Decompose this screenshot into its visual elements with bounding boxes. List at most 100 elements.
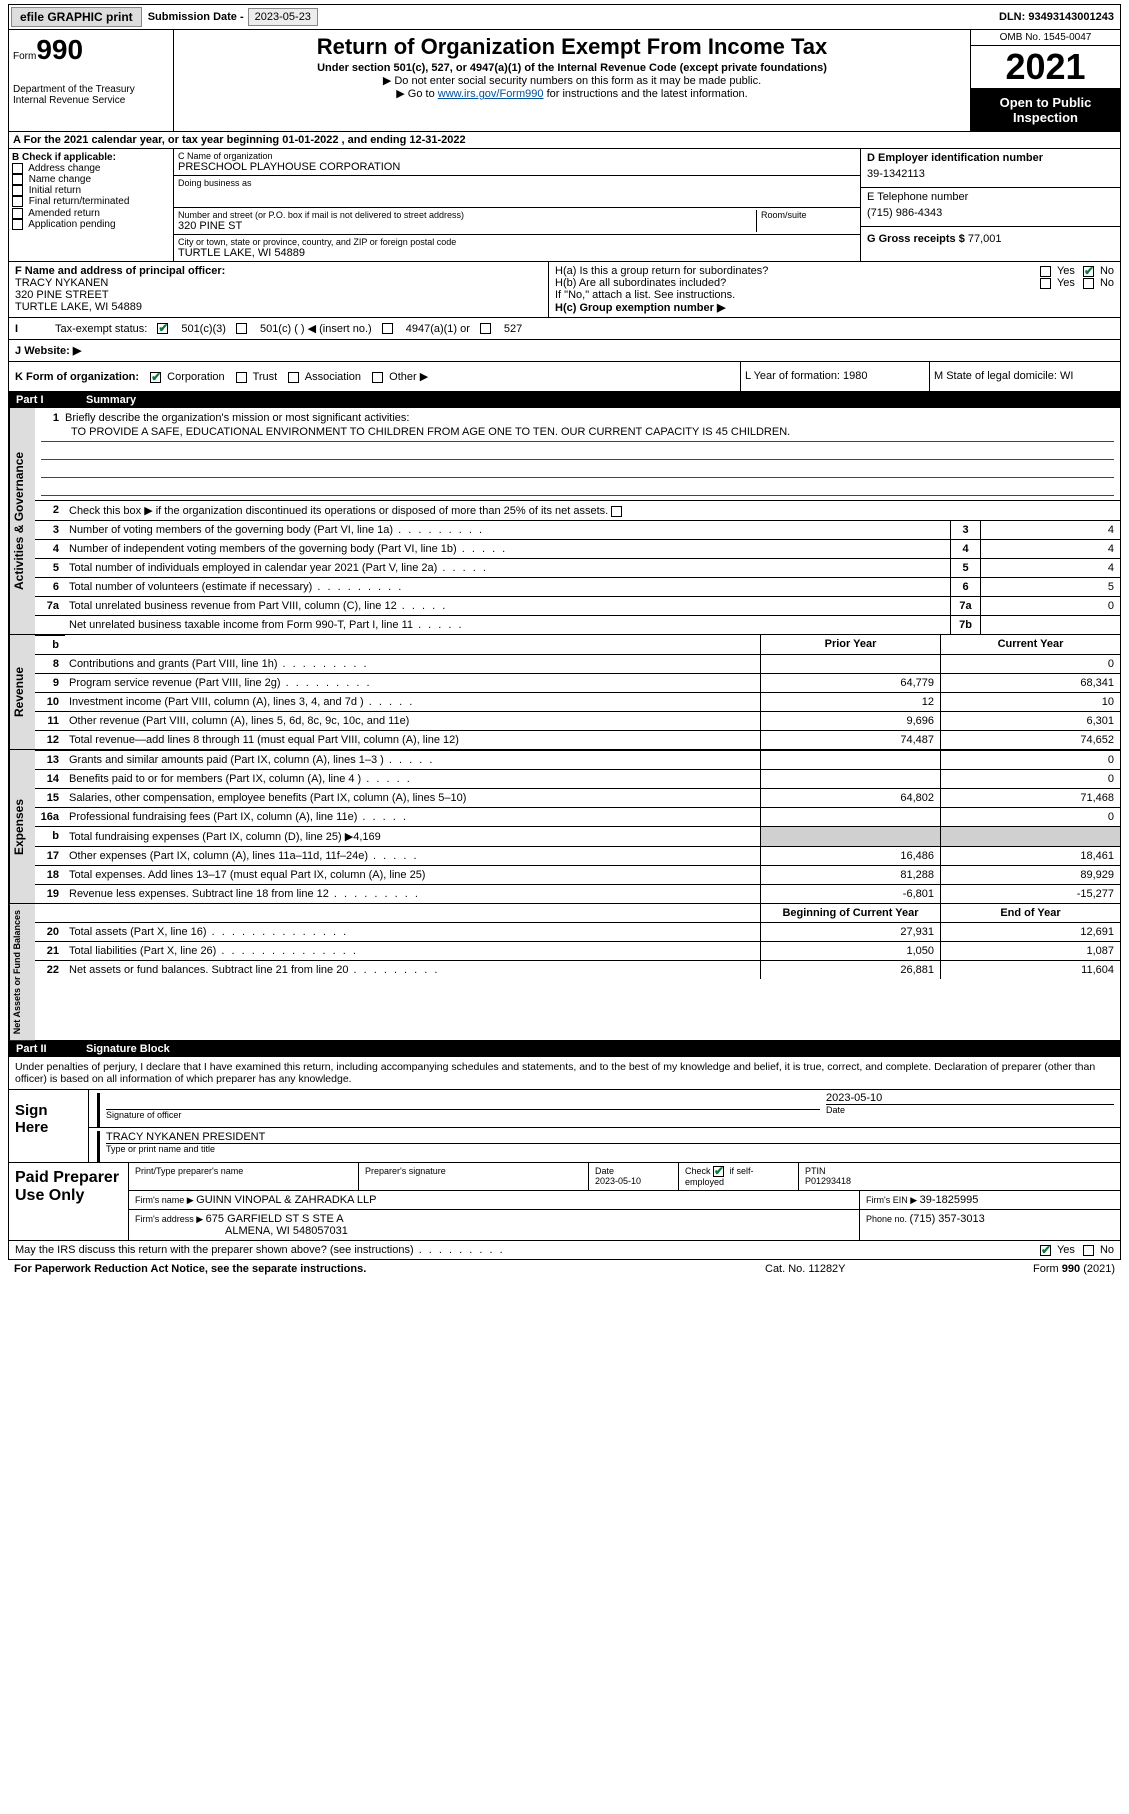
prior-year-value (760, 751, 940, 769)
row-a-taxyear: A For the 2021 calendar year, or tax yea… (8, 132, 1121, 149)
ha-no-checkbox[interactable] (1083, 266, 1094, 277)
vtab-revenue: Revenue (9, 635, 35, 749)
prior-year-value (760, 770, 940, 788)
form-subtitle: Under section 501(c), 527, or 4947(a)(1)… (182, 62, 962, 74)
527-checkbox[interactable] (480, 323, 491, 334)
officer-addr2: TURTLE LAKE, WI 54889 (15, 301, 542, 313)
hb-yes-checkbox[interactable] (1040, 278, 1051, 289)
org-street: 320 PINE ST (178, 220, 756, 232)
current-year-value: 18,461 (940, 847, 1120, 865)
other-checkbox[interactable] (372, 372, 383, 383)
officer-addr1: 320 PINE STREET (15, 289, 542, 301)
paid-preparer-label: Paid Preparer Use Only (9, 1163, 129, 1240)
open-inspection: Open to Public Inspection (971, 89, 1120, 131)
colb-checkbox[interactable] (12, 163, 23, 174)
form-prefix: Form (13, 51, 36, 62)
colb-checkbox[interactable] (12, 208, 23, 219)
ha-yes-checkbox[interactable] (1040, 266, 1051, 277)
discontinued-checkbox[interactable] (611, 506, 622, 517)
current-year-value: 10 (940, 693, 1120, 711)
assoc-checkbox[interactable] (288, 372, 299, 383)
officer-name: TRACY NYKANEN (15, 277, 542, 289)
prior-year-value: 27,931 (760, 923, 940, 941)
subdate-label: Submission Date - (144, 11, 248, 23)
prior-year-value: 12 (760, 693, 940, 711)
form-number: 990 (36, 34, 83, 65)
current-year-value: 0 (940, 751, 1120, 769)
colb-checkbox[interactable] (12, 174, 23, 185)
sign-date: 2023-05-10 (826, 1092, 1114, 1104)
subdate-value: 2023-05-23 (248, 8, 318, 26)
note-ssn: Do not enter social security numbers on … (394, 75, 761, 87)
501c-checkbox[interactable] (236, 323, 247, 334)
efile-button[interactable]: efile GRAPHIC print (11, 7, 142, 27)
prior-year-value: 9,696 (760, 712, 940, 730)
prior-year-value: 64,779 (760, 674, 940, 692)
year-formation: 1980 (843, 370, 867, 382)
current-year-value: 74,652 (940, 731, 1120, 749)
ptin: P01293418 (805, 1176, 851, 1186)
corp-checkbox[interactable] (150, 372, 161, 383)
line-value (980, 616, 1120, 634)
form-footer: Form 990 (2021) (965, 1263, 1115, 1275)
irs-link[interactable]: www.irs.gov/Form990 (438, 88, 544, 100)
signature-declaration: Under penalties of perjury, I declare th… (8, 1057, 1121, 1090)
prior-year-value: 16,486 (760, 847, 940, 865)
col-b-checkboxes: B Check if applicable: Address change Na… (9, 149, 174, 261)
colb-checkbox[interactable] (12, 196, 23, 207)
501c3-checkbox[interactable] (157, 323, 168, 334)
firm-phone: (715) 357-3013 (910, 1213, 985, 1225)
prep-date: 2023-05-10 (595, 1176, 641, 1186)
line-value: 4 (980, 540, 1120, 558)
current-year-value: 12,691 (940, 923, 1120, 941)
current-year-value: 6,301 (940, 712, 1120, 730)
colb-checkbox[interactable] (12, 185, 23, 196)
current-year-value: -15,277 (940, 885, 1120, 903)
self-employed-checkbox[interactable] (713, 1166, 724, 1177)
part1-header: Part ISummary (8, 392, 1121, 408)
prior-year-value: 1,050 (760, 942, 940, 960)
current-year-value: 68,341 (940, 674, 1120, 692)
4947-checkbox[interactable] (382, 323, 393, 334)
firm-addr1: 675 GARFIELD ST S STE A (206, 1213, 344, 1225)
dept-treasury: Department of the Treasury (13, 84, 169, 95)
part2-header: Part IISignature Block (8, 1041, 1121, 1057)
officer-signed: TRACY NYKANEN PRESIDENT (106, 1131, 1120, 1143)
sign-here-label: Sign Here (9, 1090, 89, 1162)
line-value: 4 (980, 559, 1120, 577)
line-value: 0 (980, 597, 1120, 615)
vtab-expenses: Expenses (9, 750, 35, 903)
firm-addr2: ALMENA, WI 548057031 (135, 1225, 853, 1237)
current-year-value: 0 (940, 770, 1120, 788)
line-value: 4 (980, 521, 1120, 539)
current-year-value: 71,468 (940, 789, 1120, 807)
vtab-activities: Activities & Governance (9, 408, 35, 634)
current-year-value: 0 (940, 808, 1120, 826)
discuss-yes-checkbox[interactable] (1040, 1245, 1051, 1256)
prior-year-value (760, 655, 940, 673)
current-year-value: 89,929 (940, 866, 1120, 884)
current-year-value: 1,087 (940, 942, 1120, 960)
colb-checkbox[interactable] (12, 219, 23, 230)
prior-year-value: 81,288 (760, 866, 940, 884)
discuss-no-checkbox[interactable] (1083, 1245, 1094, 1256)
state-domicile: WI (1060, 370, 1073, 382)
prior-year-value: 26,881 (760, 961, 940, 979)
current-year-value: 11,604 (940, 961, 1120, 979)
prior-year-value (760, 808, 940, 826)
current-year-value: 0 (940, 655, 1120, 673)
form-header: Form990 Department of the Treasury Inter… (8, 30, 1121, 132)
top-toolbar: efile GRAPHIC print Submission Date - 20… (8, 4, 1121, 30)
phone: (715) 986-4343 (867, 203, 1114, 223)
dept-irs: Internal Revenue Service (13, 95, 169, 106)
ein: 39-1342113 (867, 164, 1114, 184)
trust-checkbox[interactable] (236, 372, 247, 383)
cat-no: Cat. No. 11282Y (765, 1263, 965, 1275)
dln: DLN: 93493143001243 (999, 11, 1120, 23)
omb-number: OMB No. 1545-0047 (971, 30, 1120, 46)
paperwork-notice: For Paperwork Reduction Act Notice, see … (14, 1263, 765, 1275)
prior-year-value: -6,801 (760, 885, 940, 903)
mission-text: TO PROVIDE A SAFE, EDUCATIONAL ENVIRONME… (41, 426, 1114, 442)
prior-year-value: 64,802 (760, 789, 940, 807)
hb-no-checkbox[interactable] (1083, 278, 1094, 289)
